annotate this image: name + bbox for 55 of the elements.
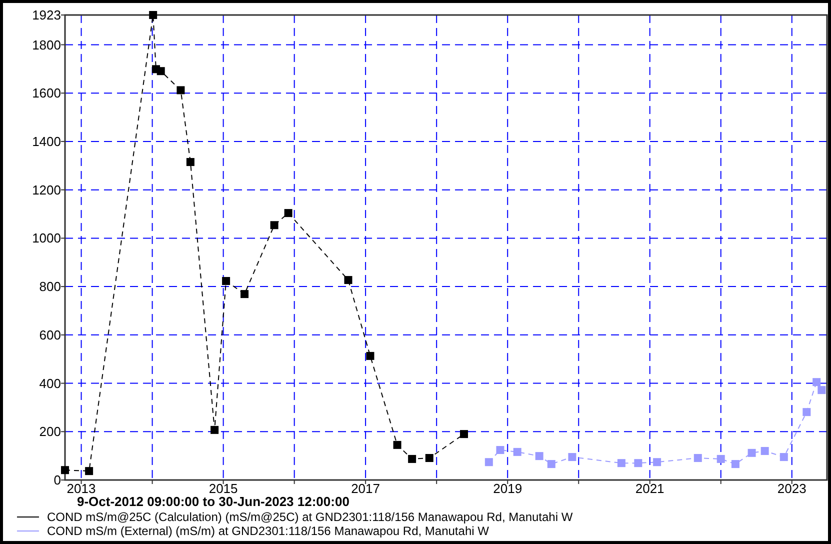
- point: [760, 446, 769, 455]
- point: [547, 460, 556, 468]
- y-tick-label: 1400: [32, 134, 61, 150]
- point: [716, 454, 725, 463]
- point: [513, 448, 522, 456]
- legend-label: COND mS/m@25C (Calculation) (mS/m@25C) at GND2301:118/156 Manawapou Rd, Manutahi W: [47, 510, 574, 524]
- point: [344, 276, 352, 284]
- point: [535, 452, 544, 460]
- x-tick-label: 2017: [351, 481, 380, 496]
- x-tick-label: 2023: [777, 481, 806, 496]
- point: [61, 466, 69, 474]
- point: [818, 386, 826, 394]
- x-tick-label: 2013: [66, 481, 96, 496]
- point: [634, 459, 642, 468]
- point: [694, 454, 702, 462]
- point: [425, 454, 434, 462]
- point: [240, 290, 249, 298]
- point: [748, 448, 756, 457]
- point: [284, 209, 292, 218]
- point: [210, 426, 219, 434]
- y-tick-label: 400: [39, 376, 61, 391]
- point: [653, 458, 662, 466]
- point: [366, 352, 374, 360]
- point: [802, 408, 811, 416]
- x-axis-title: 9-Oct-2012 09:00:00 to 30-Jun-2023 12:00:00: [77, 494, 350, 509]
- point: [270, 221, 278, 230]
- y-tick-label: 1200: [32, 182, 61, 198]
- point: [812, 378, 821, 386]
- y-tick-label: 1923: [32, 8, 61, 23]
- point: [496, 446, 504, 454]
- point: [149, 11, 158, 19]
- y-tick-label: 200: [39, 424, 61, 440]
- legend-label: COND mS/m (External) (mS/m) at GND2301:118/156 Manawapou Rd, Manutahi W: [47, 524, 490, 538]
- point: [460, 430, 468, 438]
- y-tick-label: 800: [39, 279, 61, 294]
- point: [186, 158, 194, 166]
- x-tick-label: 2015: [208, 481, 238, 496]
- point: [731, 460, 740, 468]
- y-tick-label: 1600: [32, 86, 61, 101]
- point: [617, 459, 626, 468]
- point: [408, 454, 416, 463]
- point: [393, 440, 402, 449]
- y-tick-label: 1800: [32, 37, 61, 52]
- point: [176, 86, 185, 94]
- point: [156, 67, 165, 76]
- y-tick-label: 0: [54, 472, 61, 488]
- point: [85, 467, 94, 476]
- x-tick-label: 2021: [635, 481, 664, 496]
- point: [484, 458, 493, 466]
- point: [222, 276, 230, 285]
- y-tick-label: 1000: [32, 230, 61, 246]
- x-tick-label: 2019: [493, 481, 522, 496]
- point: [568, 453, 576, 462]
- y-tick-label: 600: [39, 327, 61, 342]
- point: [780, 453, 788, 462]
